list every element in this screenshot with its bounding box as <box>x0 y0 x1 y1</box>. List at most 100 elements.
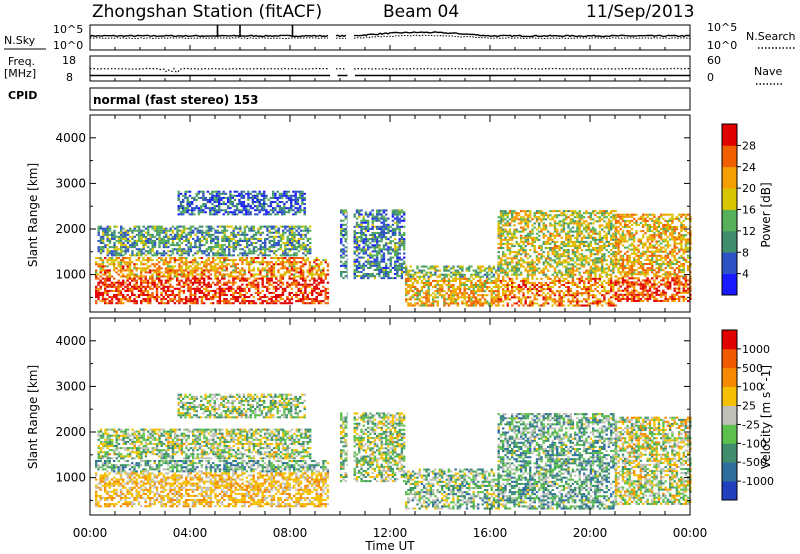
echo-cell <box>256 201 259 204</box>
echo-cell <box>459 267 462 270</box>
echo-cell <box>177 198 180 201</box>
echo-cell <box>203 261 206 264</box>
echo-cell <box>286 285 289 288</box>
echo-cell <box>315 259 318 262</box>
echo-cell <box>142 259 145 262</box>
echo-cell <box>515 288 518 291</box>
echo-cell <box>396 227 399 230</box>
echo-cell <box>544 240 548 243</box>
echo-cell <box>164 263 168 266</box>
echo-cell <box>126 246 130 249</box>
echo-cell <box>360 219 363 222</box>
echo-cell <box>158 229 161 232</box>
echo-cell <box>153 298 156 301</box>
echo-cell <box>380 250 383 253</box>
echo-cell <box>215 190 219 193</box>
echo-cell <box>387 266 390 269</box>
echo-cell <box>180 252 184 255</box>
echo-cell <box>146 298 150 301</box>
echo-cell <box>497 263 500 266</box>
echo-cell <box>403 271 406 274</box>
echo-cell <box>176 275 179 278</box>
echo-cell <box>301 198 304 201</box>
echo-cell <box>504 298 507 301</box>
echo-cell <box>416 271 419 274</box>
echo-cell <box>277 283 280 286</box>
echo-cell <box>99 287 102 290</box>
echo-cell <box>111 246 114 249</box>
echo-cell <box>299 277 303 280</box>
echo-cell <box>183 248 186 251</box>
echo-cell <box>376 252 379 255</box>
echo-cell <box>394 232 397 235</box>
echo-cell <box>273 242 276 245</box>
nsearch-series-line <box>89 34 690 40</box>
echo-cell <box>326 269 330 272</box>
echo-cell <box>178 257 181 260</box>
echo-cell <box>553 300 557 303</box>
echo-cell <box>180 233 184 236</box>
echo-cell <box>180 225 184 228</box>
echo-cell <box>524 222 527 225</box>
echo-cell <box>398 262 401 265</box>
echo-cell <box>176 252 179 255</box>
echo-cell <box>454 290 457 293</box>
echo-cell <box>99 257 102 260</box>
echo-cell <box>574 220 577 223</box>
echo-cell <box>240 190 243 193</box>
echo-cell <box>409 298 412 301</box>
echo-cell <box>306 298 309 301</box>
echo-cell <box>340 232 343 235</box>
echo-cell <box>481 281 484 284</box>
echo-cell <box>302 277 305 280</box>
echo-cell <box>445 298 448 301</box>
echo-cell <box>205 263 208 266</box>
echo-cell <box>531 242 534 245</box>
echo-cell <box>243 277 246 280</box>
echo-cell <box>529 236 532 239</box>
echo-cell <box>371 250 374 253</box>
echo-cell <box>158 233 161 236</box>
echo-cell <box>160 275 163 278</box>
echo-cell <box>108 273 111 276</box>
echo-cell <box>511 296 514 299</box>
echo-cell <box>174 235 177 238</box>
echo-cell <box>275 250 278 253</box>
echo-cell <box>400 209 404 212</box>
echo-cell <box>553 222 557 225</box>
echo-cell <box>178 294 181 297</box>
echo-cell <box>362 234 365 237</box>
echo-cell <box>292 198 295 201</box>
echo-cell <box>229 196 232 199</box>
echo-cell <box>266 237 269 240</box>
echo-cell <box>576 257 579 260</box>
echo-cell <box>398 232 401 235</box>
echo-cell <box>474 302 478 305</box>
echo-cell <box>526 257 530 260</box>
echo-cell <box>443 294 446 297</box>
echo-cell <box>247 196 250 199</box>
echo-cell <box>232 233 235 236</box>
echo-cell <box>102 246 105 249</box>
echo-cell <box>102 237 105 240</box>
echo-cell <box>407 286 410 289</box>
echo-cell <box>241 248 244 251</box>
echo-cell <box>257 283 260 286</box>
echo-cell <box>236 213 239 216</box>
echo-cell <box>283 203 286 206</box>
echo-cell <box>158 279 161 282</box>
echo-cell <box>274 194 277 197</box>
echo-cell <box>504 230 507 233</box>
echo-cell <box>520 259 523 262</box>
echo-cell <box>178 237 181 240</box>
echo-cell <box>284 302 287 305</box>
echo-cell <box>567 216 570 219</box>
echo-cell <box>265 196 268 199</box>
echo-cell <box>146 257 150 260</box>
echo-cell <box>239 229 242 232</box>
echo-cell <box>389 264 392 267</box>
echo-cell <box>240 209 243 212</box>
echo-cell <box>522 249 525 252</box>
echo-cell <box>396 275 399 278</box>
echo-cell <box>420 271 424 274</box>
